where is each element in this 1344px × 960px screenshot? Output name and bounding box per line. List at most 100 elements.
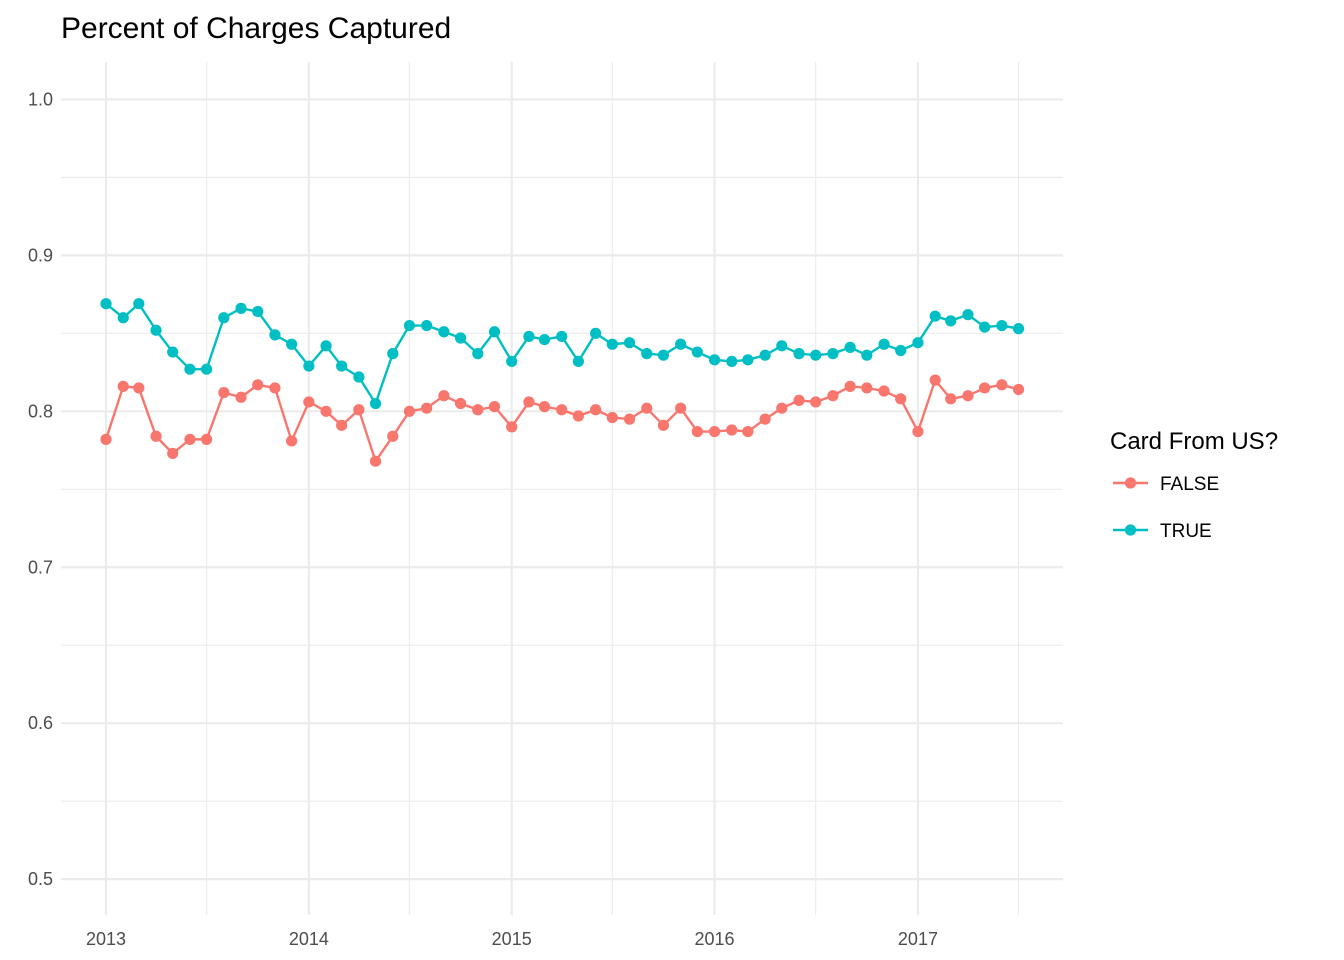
y-tick-label: 0.6 bbox=[28, 713, 53, 733]
data-point bbox=[506, 421, 518, 433]
data-point bbox=[184, 363, 196, 375]
data-point bbox=[353, 371, 365, 383]
data-point bbox=[201, 433, 213, 445]
data-point bbox=[572, 355, 584, 368]
data-point bbox=[421, 319, 433, 332]
data-point bbox=[675, 338, 687, 350]
data-point bbox=[827, 348, 839, 360]
data-point bbox=[623, 413, 636, 425]
data-point bbox=[929, 374, 941, 386]
data-point bbox=[167, 447, 179, 460]
data-point bbox=[252, 379, 264, 391]
legend-swatch-point bbox=[1124, 524, 1137, 536]
data-point bbox=[1012, 383, 1025, 396]
data-point bbox=[996, 379, 1008, 391]
data-point bbox=[252, 305, 264, 318]
grid bbox=[61, 62, 1063, 915]
data-point bbox=[438, 390, 450, 402]
data-point bbox=[523, 330, 535, 343]
legend-key-false: FALSE bbox=[1113, 474, 1219, 495]
data-point bbox=[303, 360, 315, 372]
data-point bbox=[742, 354, 754, 366]
data-point bbox=[810, 396, 822, 408]
data-point bbox=[218, 312, 230, 324]
y-tick-label: 0.8 bbox=[28, 401, 53, 421]
data-point bbox=[336, 419, 348, 431]
y-axis-ticks: 0.5 0.6 0.7 0.8 0.9 1.0 bbox=[28, 89, 53, 889]
legend-title: Card From US? bbox=[1110, 428, 1278, 455]
data-point bbox=[979, 321, 991, 333]
data-point bbox=[844, 380, 856, 392]
data-point bbox=[218, 386, 230, 399]
data-point bbox=[150, 430, 162, 442]
data-point bbox=[269, 382, 281, 394]
data-point bbox=[1012, 323, 1025, 335]
data-point bbox=[996, 319, 1008, 332]
data-point bbox=[979, 382, 991, 394]
data-point bbox=[641, 348, 653, 360]
data-point bbox=[861, 382, 873, 394]
data-point bbox=[708, 425, 721, 438]
y-tick-label: 0.9 bbox=[28, 245, 53, 265]
chart-title: Percent of Charges Captured bbox=[61, 12, 451, 45]
data-point bbox=[878, 338, 890, 350]
data-point bbox=[590, 327, 602, 339]
data-point bbox=[369, 397, 382, 410]
data-point bbox=[606, 411, 618, 424]
data-point bbox=[708, 354, 721, 366]
data-point bbox=[827, 390, 839, 402]
data-point bbox=[945, 315, 957, 327]
y-tick-label: 0.5 bbox=[28, 869, 53, 889]
data-point bbox=[100, 298, 112, 310]
data-point bbox=[488, 326, 501, 338]
data-point bbox=[472, 348, 484, 360]
x-tick-label: 2015 bbox=[492, 929, 532, 949]
data-point bbox=[691, 425, 703, 438]
data-point bbox=[912, 425, 924, 438]
data-point bbox=[387, 430, 399, 442]
data-point bbox=[657, 419, 670, 431]
data-point bbox=[776, 340, 788, 352]
x-tick-label: 2017 bbox=[898, 929, 938, 949]
data-point bbox=[133, 298, 145, 310]
data-point bbox=[759, 413, 771, 425]
data-point bbox=[726, 355, 738, 368]
data-point bbox=[506, 355, 518, 368]
data-point bbox=[538, 401, 551, 413]
data-point bbox=[861, 349, 873, 361]
legend-swatch-point bbox=[1124, 477, 1137, 489]
data-point bbox=[726, 424, 738, 436]
series-true bbox=[100, 298, 1025, 410]
data-point bbox=[844, 341, 856, 353]
data-point bbox=[895, 344, 907, 357]
data-point bbox=[472, 404, 484, 416]
data-point bbox=[657, 349, 670, 361]
data-point bbox=[556, 330, 568, 343]
data-point bbox=[810, 349, 822, 361]
data-point bbox=[641, 402, 653, 414]
data-point bbox=[759, 349, 771, 361]
data-point bbox=[556, 404, 568, 416]
data-point bbox=[793, 348, 805, 360]
data-point bbox=[403, 319, 416, 332]
legend: Card From US? FALSE TRUE bbox=[1110, 428, 1278, 542]
data-point bbox=[369, 455, 382, 467]
data-point bbox=[421, 402, 433, 414]
data-point bbox=[184, 433, 196, 445]
data-point bbox=[454, 397, 467, 410]
legend-label: FALSE bbox=[1160, 474, 1219, 495]
series-layer bbox=[100, 298, 1025, 467]
data-point bbox=[742, 425, 754, 438]
y-tick-label: 0.7 bbox=[28, 557, 53, 577]
data-point bbox=[320, 340, 332, 352]
legend-label: TRUE bbox=[1160, 521, 1212, 542]
y-tick-label: 1.0 bbox=[28, 89, 53, 109]
data-point bbox=[878, 385, 890, 397]
data-point bbox=[286, 435, 298, 447]
data-point bbox=[353, 404, 365, 416]
data-point bbox=[776, 402, 788, 414]
data-point bbox=[895, 393, 907, 405]
data-point bbox=[133, 382, 145, 394]
data-point bbox=[235, 391, 247, 403]
